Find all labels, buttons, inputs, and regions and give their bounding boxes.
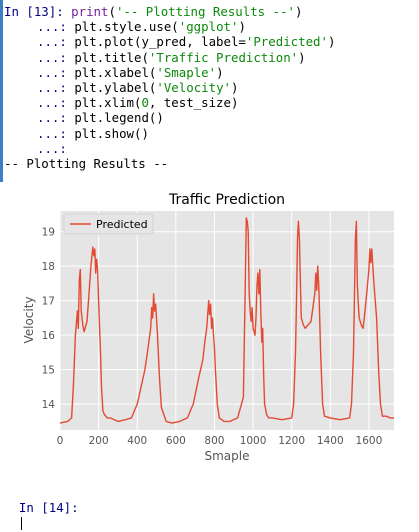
- x-tick-label: 1200: [278, 435, 305, 447]
- code-text: (: [141, 49, 149, 65]
- code-text: ): [298, 49, 306, 65]
- chart-title: Traffic Prediction: [168, 192, 285, 208]
- continuation-prompt: ...:: [37, 34, 67, 50]
- code-number: 0: [141, 95, 149, 111]
- code-text: ): [216, 64, 224, 80]
- code-text: plt.style.use: [74, 19, 172, 35]
- continuation-prompt: ...:: [37, 19, 67, 35]
- active-cell-indicator: [0, 0, 3, 182]
- x-tick-label: 0: [57, 435, 64, 447]
- x-tick-label: 1400: [317, 435, 344, 447]
- continuation-prompt: ...:: [37, 64, 67, 80]
- code-text: (: [108, 4, 116, 19]
- code-string: 'Traffic Prediction': [148, 49, 299, 65]
- x-tick-label: 400: [127, 435, 147, 447]
- code-line: ...: plt.xlim(0, test_size): [4, 95, 238, 111]
- legend: Predicted: [63, 213, 154, 235]
- continuation-prompt: ...:: [37, 95, 67, 111]
- code-text: (: [171, 19, 179, 35]
- code-string: 'Smaple': [156, 64, 217, 80]
- continuation-prompt: ...:: [37, 140, 67, 156]
- cell-output: -- Plotting Results --: [4, 156, 169, 171]
- series-line-predicted: [59, 217, 394, 424]
- code-text: plt.plot(y_pred, label=: [74, 34, 246, 50]
- continuation-prompt: ...:: [37, 49, 67, 65]
- legend-box: [63, 213, 154, 235]
- code-text: ): [294, 4, 303, 19]
- x-tick-label: 200: [89, 435, 109, 447]
- code-text: plt.title: [74, 49, 142, 65]
- code-text: plt.ylabel: [74, 80, 149, 95]
- x-tick-label: 800: [204, 435, 224, 447]
- code-text: ): [238, 19, 246, 35]
- code-text: (: [148, 64, 157, 80]
- code-line: ...: plt.ylabel('Velocity'): [4, 80, 238, 96]
- text-cursor[interactable]: [20, 517, 22, 530]
- y-tick-label: 15: [42, 365, 55, 377]
- code-string: '-- Plotting Results --': [115, 4, 295, 19]
- legend-label-predicted: Predicted: [96, 218, 148, 231]
- grid-lines: [59, 211, 394, 430]
- code-line: ...: plt.xlabel('Smaple'): [4, 65, 224, 81]
- code-text: , test_size): [148, 95, 239, 111]
- code-line: ...: plt.style.use('ggplot'): [4, 19, 246, 35]
- code-line: ...: plt.legend(): [4, 110, 164, 126]
- code-line: ...: plt.plot(y_pred, label='Predicted'): [4, 34, 335, 50]
- code-text: plt.xlabel: [74, 64, 149, 80]
- cell-13-prompt: In [13]:: [4, 4, 64, 19]
- y-tick-label: 17: [42, 296, 55, 308]
- code-keyword: print: [71, 4, 109, 19]
- code-text: ): [231, 80, 239, 95]
- code-text: (: [148, 80, 157, 95]
- x-tick-label: 600: [166, 435, 186, 447]
- y-tick-label: 18: [42, 261, 55, 273]
- x-axis-label: Smaple: [205, 449, 250, 463]
- x-tick-label: 1600: [356, 435, 383, 447]
- code-line: ...: plt.show(): [4, 126, 149, 142]
- y-tick-label: 16: [42, 330, 56, 342]
- axis-ticks: 0 200 400 600 800 1000 1200 1400 1600 14 15 16 17 18 1…: [42, 227, 383, 447]
- y-tick-label: 14: [42, 399, 56, 411]
- code-line: In [13]: print('-- Plotting Results --'): [4, 4, 302, 20]
- code-text: plt.xlim(: [74, 95, 142, 111]
- y-tick-label: 19: [42, 227, 55, 239]
- code-text: ): [327, 34, 336, 50]
- continuation-prompt: ...:: [37, 110, 67, 126]
- code-string: 'Velocity': [156, 80, 231, 95]
- cell-14[interactable]: In [14]:: [4, 484, 79, 530]
- continuation-prompt: ...:: [37, 125, 67, 141]
- code-text: plt.legend(): [74, 110, 164, 126]
- y-axis-label: Velocity: [22, 296, 36, 343]
- continuation-prompt: ...:: [37, 80, 67, 95]
- code-string: 'ggplot': [178, 19, 239, 35]
- plot-background: [60, 211, 394, 430]
- code-line: ...: plt.title('Traffic Prediction'): [4, 50, 306, 66]
- traffic-chart: 0 200 400 600 800 1000 1200 1400 1600 14 15 16 17 18 1…: [22, 192, 394, 463]
- code-string: 'Predicted': [245, 34, 328, 50]
- code-text: plt.show(): [74, 125, 149, 141]
- code-line: ...:: [4, 141, 74, 157]
- x-tick-label: 1000: [240, 435, 267, 447]
- cell-14-prompt: In [14]:: [18, 500, 79, 515]
